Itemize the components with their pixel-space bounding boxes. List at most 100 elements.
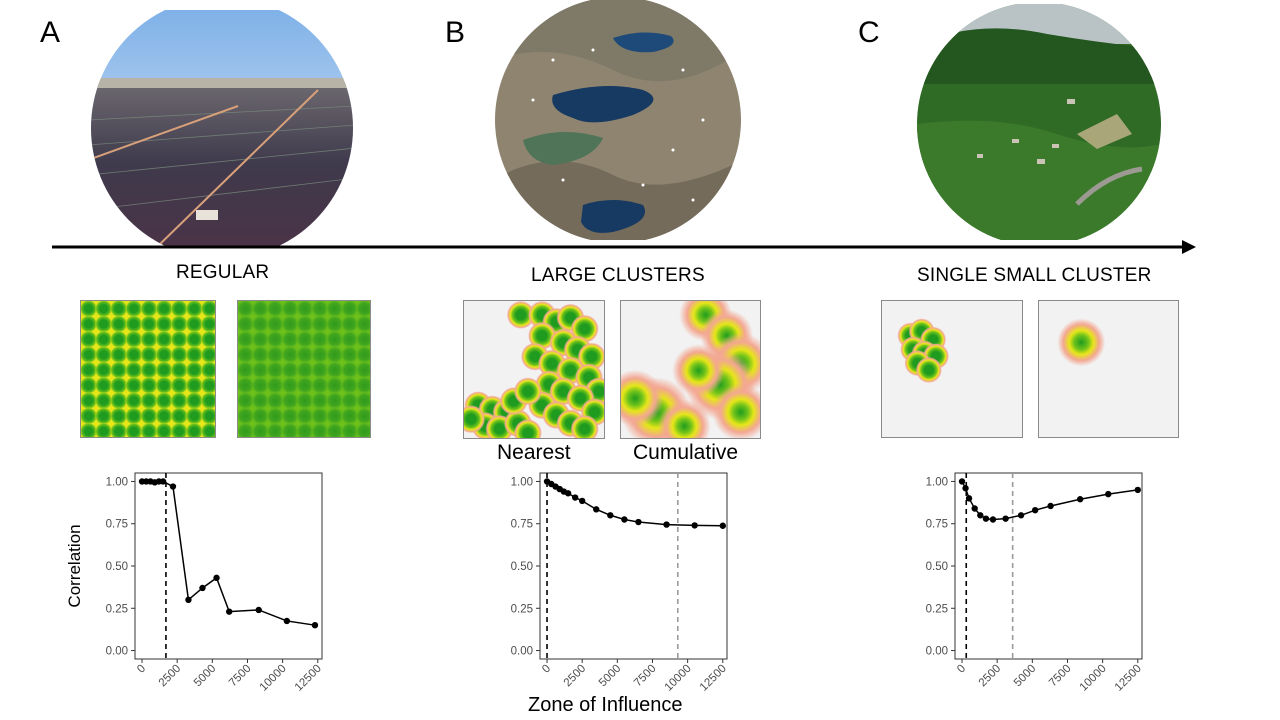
heat-blob	[354, 375, 370, 396]
x-tick-label: 2500	[977, 663, 1004, 690]
heat-blob	[672, 344, 725, 397]
heat-blob	[185, 407, 204, 425]
heat-blob	[280, 390, 301, 411]
data-point	[1031, 507, 1039, 514]
heat-blob	[309, 406, 330, 426]
heat-blob	[238, 360, 256, 380]
heat-blob	[280, 360, 301, 380]
heat-blob	[200, 376, 215, 395]
heat-blob	[238, 329, 256, 350]
y-tick-label: 0.25	[926, 603, 948, 615]
heat-blob	[170, 345, 189, 364]
heat-blob	[250, 406, 271, 426]
caption-large-clusters: LARGE CLUSTERS	[531, 265, 705, 286]
heat-blob	[124, 361, 143, 379]
x-tick-label: 12500	[293, 663, 324, 694]
heat-blob	[109, 301, 128, 318]
heat-blob	[280, 375, 301, 396]
heat-blob	[250, 421, 271, 437]
heatmap-background	[882, 301, 1022, 437]
data-point	[1076, 496, 1084, 503]
heat-blob	[265, 406, 286, 426]
y-tick-label: 0.50	[511, 561, 533, 573]
heat-blob	[513, 377, 542, 406]
data-point	[621, 516, 628, 523]
heat-blob	[265, 360, 286, 380]
heat-blob	[621, 369, 664, 427]
x-tick-label: 7500	[1047, 663, 1074, 690]
heat-blob	[170, 315, 189, 333]
x-tick-label: 10000	[258, 663, 289, 694]
plot-frame	[539, 472, 728, 660]
heat-blob	[185, 422, 204, 437]
x-tick-label: 5000	[597, 663, 624, 690]
data-point	[958, 478, 966, 485]
heat-blob	[324, 390, 345, 411]
heat-blob	[81, 422, 98, 437]
heat-blob	[238, 344, 256, 365]
heat-blob	[155, 330, 174, 349]
heat-blob	[200, 301, 215, 318]
heat-blob	[250, 301, 271, 319]
heat-blob	[295, 406, 315, 426]
heatmap-small-cluster-cumulative	[1038, 300, 1179, 438]
heat-blob	[185, 361, 204, 379]
heat-blob	[354, 406, 370, 426]
heat-blob	[109, 422, 128, 437]
y-tick-label: 1.00	[511, 476, 533, 488]
heatmap-large-clusters-nearest	[463, 300, 605, 439]
heat-blob	[354, 314, 370, 334]
caption-regular: REGULAR	[176, 262, 270, 283]
heat-blob	[339, 375, 360, 396]
plot-frame	[134, 472, 323, 660]
data-point	[1047, 502, 1054, 510]
heat-blob	[1057, 318, 1106, 367]
heat-blob	[354, 344, 370, 365]
heat-blob	[339, 360, 360, 380]
heat-blob	[109, 376, 128, 395]
x-tick-label: 7500	[632, 663, 659, 690]
heat-blob	[185, 376, 204, 395]
x-tick-label: 2500	[562, 663, 589, 690]
x-tick-label: 12500	[698, 663, 729, 694]
heat-blob	[94, 391, 113, 410]
heat-blob	[140, 301, 158, 318]
x-axis-title: Zone of Influence	[528, 694, 683, 716]
heat-blob	[140, 345, 158, 364]
heat-blob	[324, 360, 345, 380]
x-tick-label: 5000	[1012, 663, 1039, 690]
heat-blob	[280, 301, 301, 319]
heat-blob	[94, 361, 113, 379]
heat-blob	[265, 421, 286, 437]
data-point	[199, 584, 206, 592]
data-point	[311, 621, 319, 629]
y-tick-label: 0.50	[106, 561, 128, 573]
solar-farm-photo	[91, 10, 353, 246]
heat-blob	[250, 329, 271, 350]
heat-blob	[265, 390, 286, 411]
heat-blob	[295, 360, 315, 380]
plot-frame	[954, 472, 1143, 660]
data-point	[635, 518, 642, 526]
heat-blob	[124, 376, 143, 395]
heat-blob	[513, 419, 542, 438]
data-point	[169, 483, 177, 490]
heat-blob	[109, 315, 128, 333]
heat-blob	[339, 344, 360, 365]
forest-village-photo	[917, 4, 1161, 240]
data-point	[1105, 490, 1112, 498]
heat-blob	[124, 391, 143, 410]
y-tick-label: 0.00	[926, 646, 948, 658]
heat-blob	[109, 407, 128, 425]
heat-blob	[280, 329, 301, 350]
correlation-chart-regular: 0.00 0.25 0.50 0.75 1.00 0 2500 5000 7500 10000 12…	[65, 472, 324, 694]
heat-blob	[265, 314, 286, 334]
heat-blob	[140, 376, 158, 395]
heat-blob	[124, 422, 143, 437]
heat-blob	[140, 407, 158, 425]
heat-blob	[155, 301, 174, 318]
heatmap-regular-nearest	[80, 300, 216, 438]
heat-blob	[94, 301, 113, 318]
heat-blob	[280, 421, 301, 437]
heat-blob	[200, 407, 215, 425]
